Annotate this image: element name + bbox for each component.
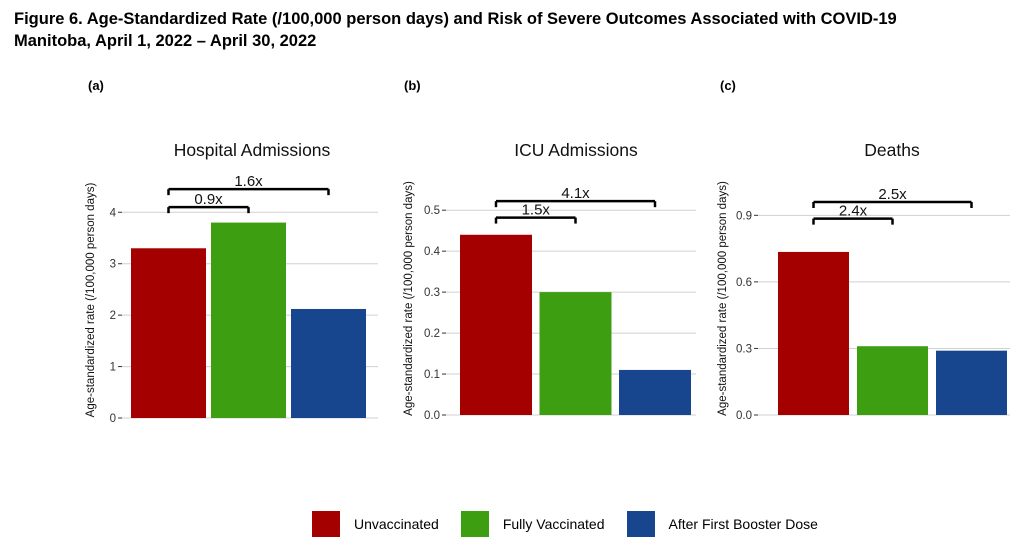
- bar-fully-vaccinated: [539, 292, 612, 415]
- ratio-label: 2.5x: [878, 186, 907, 203]
- y-tick-label: 0.3: [736, 343, 752, 355]
- panel-label: (a): [88, 78, 104, 93]
- legend: Unvaccinated Fully Vaccinated After Firs…: [312, 510, 840, 538]
- legend-label: Unvaccinated: [354, 516, 439, 532]
- hospital-admissions-chart: Hospital Admissions Age-standardized rate…: [85, 140, 378, 425]
- panel-deaths: (c) Deaths Age-standardized rate (/100,00…: [710, 72, 1024, 452]
- y-axis-label: Age-standardized rate (/100,000 person d…: [717, 181, 729, 416]
- y-axis-label: Age-standardized rate (/100,000 person d…: [85, 183, 97, 418]
- y-tick-label: 0.0: [736, 410, 752, 422]
- ratio-label: 1.6x: [234, 173, 263, 190]
- legend-item-booster: After First Booster Dose: [626, 511, 818, 537]
- comparison-bracket: 4.1x: [494, 185, 657, 208]
- y-tick-label: 0.9: [736, 210, 752, 222]
- y-axis-label: Age-standardized rate (/100,000 person d…: [403, 181, 415, 416]
- y-tick-label: 0.1: [424, 369, 440, 381]
- ratio-label: 0.9x: [194, 191, 223, 208]
- bar-after-first-booster-dose: [291, 308, 366, 418]
- comparison-bracket: 2.5x: [812, 186, 973, 208]
- bar-fully-vaccinated: [857, 346, 928, 415]
- comparison-bracket: 1.5x: [494, 202, 577, 224]
- bar-after-first-booster-dose: [619, 369, 691, 415]
- y-tick-label: 1: [110, 362, 116, 374]
- bar-unvaccinated: [460, 234, 532, 415]
- y-tick-label: 4: [110, 207, 117, 219]
- chart-title: Hospital Admissions: [174, 140, 331, 160]
- figure-title-line-1: Figure 6. Age-Standardized Rate (/100,00…: [14, 10, 897, 28]
- legend-item-fully-vaccinated: Fully Vaccinated: [460, 511, 605, 537]
- panel-label: (c): [720, 78, 736, 93]
- legend-swatch: [626, 511, 655, 537]
- y-tick-label: 0.2: [424, 328, 440, 340]
- legend-label: Fully Vaccinated: [502, 516, 605, 532]
- y-tick-label: 0.6: [736, 277, 752, 289]
- y-tick-label: 0.3: [424, 287, 440, 299]
- comparison-bracket: 0.9x: [167, 191, 250, 214]
- y-tick-label: 0.4: [424, 246, 441, 258]
- figure-title-line-2: Manitoba, April 1, 2022 – April 30, 2022: [14, 32, 317, 50]
- legend-item-unvaccinated: Unvaccinated: [312, 511, 439, 537]
- icu-admissions-chart: ICU Admissions Age-standardized rate (/10…: [403, 140, 696, 422]
- ratio-label: 2.4x: [839, 203, 868, 220]
- y-tick-label: 0.0: [424, 410, 440, 422]
- legend-label: After First Booster Dose: [668, 516, 818, 532]
- panel-label: (b): [404, 78, 421, 93]
- legend-swatch: [460, 511, 489, 537]
- ratio-label: 1.5x: [522, 202, 551, 219]
- ratio-label: 4.1x: [561, 185, 590, 202]
- y-tick-label: 0: [110, 413, 116, 425]
- bar-unvaccinated: [131, 248, 206, 418]
- chart-title: ICU Admissions: [514, 140, 638, 160]
- panel-icu-admissions: (b) ICU Admissions Age-standardized rate …: [396, 72, 716, 452]
- bar-after-first-booster-dose: [936, 350, 1007, 415]
- chart-title: Deaths: [864, 140, 920, 160]
- deaths-chart: Deaths Age-standardized rate (/100,000 pe…: [717, 140, 1010, 422]
- bar-fully-vaccinated: [211, 222, 286, 418]
- panel-hospital-admissions: (a) Hospital Admissions Age-standardized …: [78, 72, 398, 452]
- y-tick-label: 0.5: [424, 205, 440, 217]
- comparison-bracket: 1.6x: [167, 173, 330, 196]
- bar-unvaccinated: [778, 251, 849, 415]
- legend-swatch: [312, 511, 340, 537]
- figure-title: Figure 6. Age-Standardized Rate (/100,00…: [14, 8, 897, 52]
- y-tick-label: 2: [110, 310, 116, 322]
- comparison-bracket: 2.4x: [812, 203, 894, 225]
- y-tick-label: 3: [110, 259, 116, 271]
